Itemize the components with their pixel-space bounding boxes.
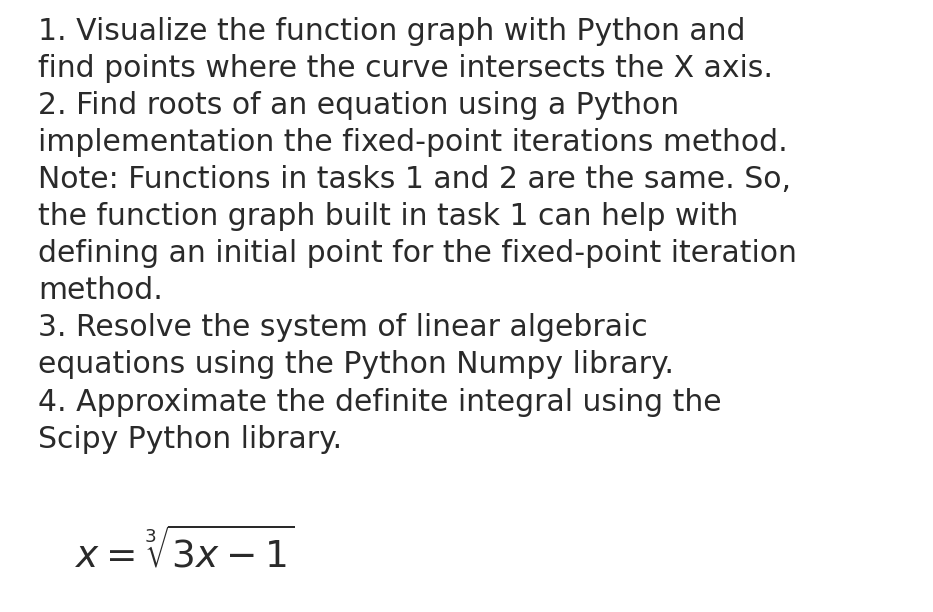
Text: 1. Visualize the function graph with Python and
find points where the curve inte: 1. Visualize the function graph with Pyt… [38,17,797,453]
Text: $x = \sqrt[3]{3x-1}$: $x = \sqrt[3]{3x-1}$ [75,528,295,576]
